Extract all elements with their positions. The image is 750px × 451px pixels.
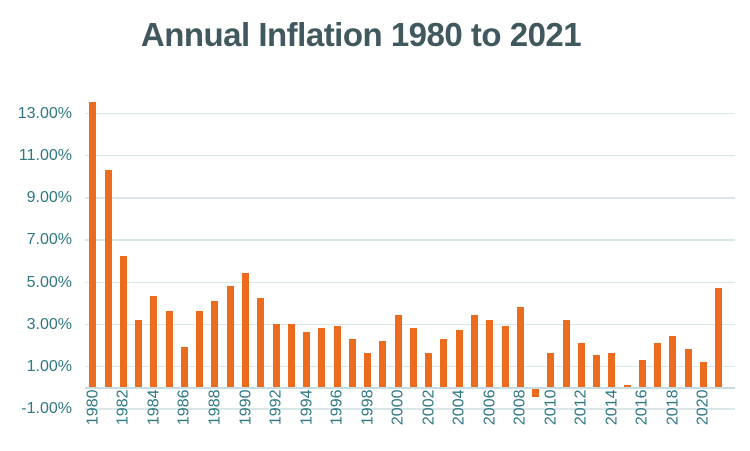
x-tick-label: 2002 — [420, 389, 438, 425]
bar-1992 — [272, 323, 280, 387]
gridline — [85, 239, 735, 241]
bar-2008 — [516, 306, 524, 387]
bar-2010 — [547, 353, 555, 387]
bar-2020 — [699, 361, 707, 387]
x-tick-label: 2012 — [572, 389, 590, 425]
bar-2009 — [532, 388, 539, 397]
gridline — [85, 281, 735, 283]
x-tick-label: 1992 — [267, 389, 285, 425]
bar-2002 — [425, 353, 433, 387]
bar-2005 — [470, 315, 478, 387]
x-tick-label: 2010 — [542, 389, 560, 425]
bar-1980 — [89, 102, 97, 387]
bar-2004 — [455, 330, 463, 387]
bar-2000 — [394, 315, 402, 387]
x-tick-label: 1990 — [237, 389, 254, 425]
bar-2018 — [669, 336, 677, 387]
bar-2006 — [486, 319, 494, 387]
y-tick-label: 3.00% — [26, 315, 72, 333]
y-tick-label: 11.00% — [18, 146, 72, 164]
bar-1981 — [104, 169, 112, 387]
bar-1985 — [165, 311, 173, 387]
bar-2016 — [638, 359, 646, 387]
bar-2013 — [593, 355, 601, 388]
bar-2021 — [715, 287, 723, 387]
x-tick-label: 1984 — [145, 389, 163, 425]
bar-2015 — [623, 384, 631, 387]
y-tick-label: 5.00% — [26, 273, 72, 291]
bar-2007 — [501, 325, 509, 387]
bar-2014 — [608, 353, 616, 387]
bar-1995 — [318, 327, 326, 387]
bar-1997 — [348, 338, 356, 387]
y-tick-label: 9.00% — [26, 189, 72, 207]
x-tick-label: 1994 — [298, 389, 315, 425]
x-tick-label: 1980 — [84, 389, 102, 425]
bar-1999 — [379, 340, 387, 387]
x-tick-label: 1996 — [328, 389, 346, 425]
bar-1994 — [303, 332, 310, 387]
bar-1982 — [119, 256, 127, 387]
x-tick-label: 1982 — [114, 389, 132, 425]
bar-1986 — [180, 346, 188, 387]
bar-2011 — [562, 319, 570, 387]
x-tick-label: 2004 — [450, 389, 468, 425]
bar-1983 — [135, 319, 143, 387]
bar-1993 — [287, 323, 295, 387]
x-tick-label: 1988 — [206, 389, 224, 425]
bar-1988 — [211, 300, 219, 387]
bar-2012 — [577, 342, 585, 387]
x-tick-label: 2020 — [694, 389, 712, 425]
bar-1996 — [333, 325, 341, 387]
bar-2001 — [409, 327, 417, 387]
gridline — [85, 323, 735, 326]
y-tick-label: 13.00% — [17, 104, 72, 122]
y-tick-label: -1.00% — [21, 400, 72, 418]
x-tick-label: 2016 — [633, 389, 651, 425]
gridline — [85, 154, 735, 157]
bar-2003 — [440, 338, 448, 387]
bar-1984 — [150, 296, 158, 387]
bar-1998 — [364, 353, 372, 387]
y-tick-label: 7.00% — [26, 231, 72, 249]
bar-2017 — [654, 342, 662, 387]
bar-1991 — [257, 298, 265, 387]
bar-1989 — [226, 285, 234, 387]
x-tick-label: 2014 — [603, 389, 621, 425]
bar-2019 — [684, 349, 692, 387]
x-axis-line — [85, 387, 735, 389]
x-tick-label: 2000 — [389, 389, 407, 425]
x-tick-label: 2008 — [511, 389, 529, 425]
chart-title: Annual Inflation 1980 to 2021 — [140, 16, 582, 53]
x-tick-label: 2018 — [664, 389, 682, 425]
bar-1990 — [242, 273, 249, 387]
bar-1987 — [196, 311, 204, 387]
y-tick-label: 1.00% — [26, 357, 72, 375]
gridline — [85, 197, 735, 199]
x-tick-label: 1998 — [359, 389, 377, 425]
x-tick-label: 2006 — [481, 389, 499, 425]
gridline — [85, 408, 735, 410]
gridline — [85, 112, 735, 115]
x-tick-label: 1986 — [175, 389, 193, 425]
